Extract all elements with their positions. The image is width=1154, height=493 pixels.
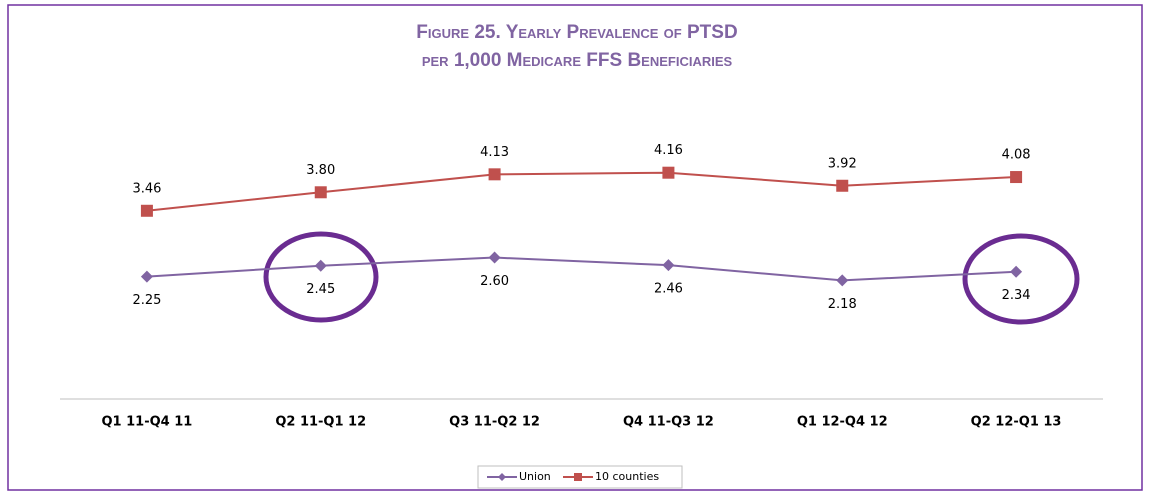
data-label: 3.92 (828, 156, 857, 171)
legend-label: 10 counties (595, 470, 659, 483)
data-label: 3.46 (132, 181, 161, 196)
x-tick-label: Q3 11-Q2 12 (449, 415, 540, 430)
point (1010, 265, 1023, 278)
x-tick-label: Q1 12-Q4 12 (797, 415, 888, 430)
series-line (146, 171, 1017, 212)
point (314, 186, 327, 199)
x-tick-label: Q2 12-Q1 13 (971, 415, 1062, 430)
point (314, 259, 327, 272)
x-tick-label: Q4 11-Q3 12 (623, 415, 714, 430)
legend-label: Union (519, 470, 551, 483)
data-label: 2.45 (306, 282, 335, 297)
series-line (146, 256, 1017, 282)
chart-frame (7, 4, 1143, 491)
data-label: 2.25 (132, 293, 161, 308)
x-tick-label: Q2 11-Q1 12 (275, 415, 366, 430)
point (488, 168, 501, 181)
chart-title: Figure 25. Yearly Prevalence of PTSD (416, 22, 737, 43)
point (140, 270, 153, 283)
point (140, 204, 153, 217)
data-label: 3.80 (306, 163, 335, 178)
point (662, 259, 675, 272)
data-label: 4.13 (480, 145, 509, 160)
data-label: 4.08 (1002, 148, 1031, 163)
point (488, 251, 501, 264)
highlight-circle (962, 233, 1080, 325)
point (836, 274, 849, 287)
data-label: 4.16 (654, 143, 683, 158)
chart-title: per 1,000 Medicare FFS Beneficiaries (422, 50, 733, 71)
data-label: 2.46 (654, 282, 683, 297)
x-tick-label: Q1 11-Q4 11 (102, 415, 193, 430)
highlight-circle (263, 231, 379, 323)
legend-marker (498, 473, 506, 481)
data-label: 2.34 (1002, 288, 1031, 303)
point (662, 166, 675, 179)
point (1010, 171, 1023, 184)
data-label: 2.18 (828, 297, 857, 312)
data-label: 2.60 (480, 274, 509, 289)
legend-marker (574, 473, 582, 481)
point (836, 179, 849, 192)
